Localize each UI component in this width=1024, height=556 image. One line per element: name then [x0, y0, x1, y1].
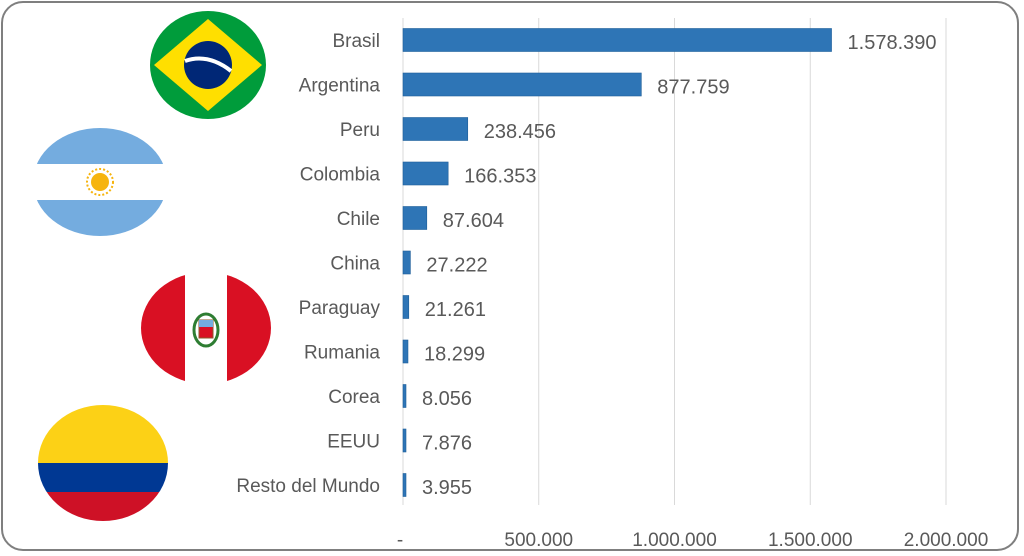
- bar: [402, 428, 407, 453]
- data-label: 27.222: [426, 255, 487, 277]
- peru-flag-icon: [141, 272, 271, 384]
- colombia-flag-icon: [38, 405, 168, 521]
- category-labels: Brasil Argentina Peru Colombia Chile China Par…: [236, 31, 380, 497]
- bar: [402, 295, 410, 319]
- data-label: 877.759: [657, 77, 729, 99]
- x-tick-label: 2.000.000: [904, 530, 989, 551]
- brazil-flag-icon: [150, 11, 266, 119]
- data-label: 166.353: [464, 166, 536, 188]
- gridlines: [402, 18, 947, 505]
- data-label: 7.876: [422, 433, 472, 455]
- category-label: EEUU: [327, 432, 380, 453]
- category-label: Chile: [337, 209, 380, 230]
- data-label: 87.604: [443, 210, 504, 232]
- data-label: 1.578.390: [848, 32, 937, 54]
- bar: [402, 117, 469, 141]
- bar: [402, 28, 832, 52]
- bar: [402, 206, 428, 230]
- data-label: 21.261: [425, 299, 486, 321]
- category-label: Brasil: [332, 31, 380, 52]
- value-labels: 1.578.390 877.759 238.456 166.353 87.604 27.2…: [422, 32, 937, 499]
- x-tick-label: 1.000.000: [632, 530, 717, 551]
- category-label: Peru: [340, 120, 380, 141]
- argentina-flag-icon: [33, 128, 167, 236]
- category-label: Paraguay: [299, 298, 381, 319]
- data-label: 8.056: [422, 388, 472, 410]
- x-tick-label: 500.000: [504, 530, 573, 551]
- category-label: China: [330, 254, 380, 275]
- bar: [402, 384, 407, 408]
- x-tick-label: 1.500.000: [768, 530, 853, 551]
- category-label: Resto del Mundo: [236, 476, 380, 497]
- bars: [402, 28, 832, 497]
- bar: [402, 161, 449, 186]
- data-label: 3.955: [422, 477, 472, 499]
- data-label: 18.299: [424, 344, 485, 366]
- category-label: Argentina: [299, 76, 381, 97]
- x-tick-label: -: [397, 530, 403, 551]
- category-label: Rumania: [304, 343, 380, 364]
- x-axis-tick-labels: - 500.000 1.000.000 1.500.000 2.000.000: [397, 530, 988, 551]
- bar: [402, 72, 642, 97]
- category-label: Corea: [328, 387, 380, 408]
- category-label: Colombia: [300, 165, 381, 186]
- data-label: 238.456: [484, 121, 556, 143]
- bar: [402, 339, 409, 364]
- bar: [402, 250, 411, 275]
- bar: [402, 473, 407, 497]
